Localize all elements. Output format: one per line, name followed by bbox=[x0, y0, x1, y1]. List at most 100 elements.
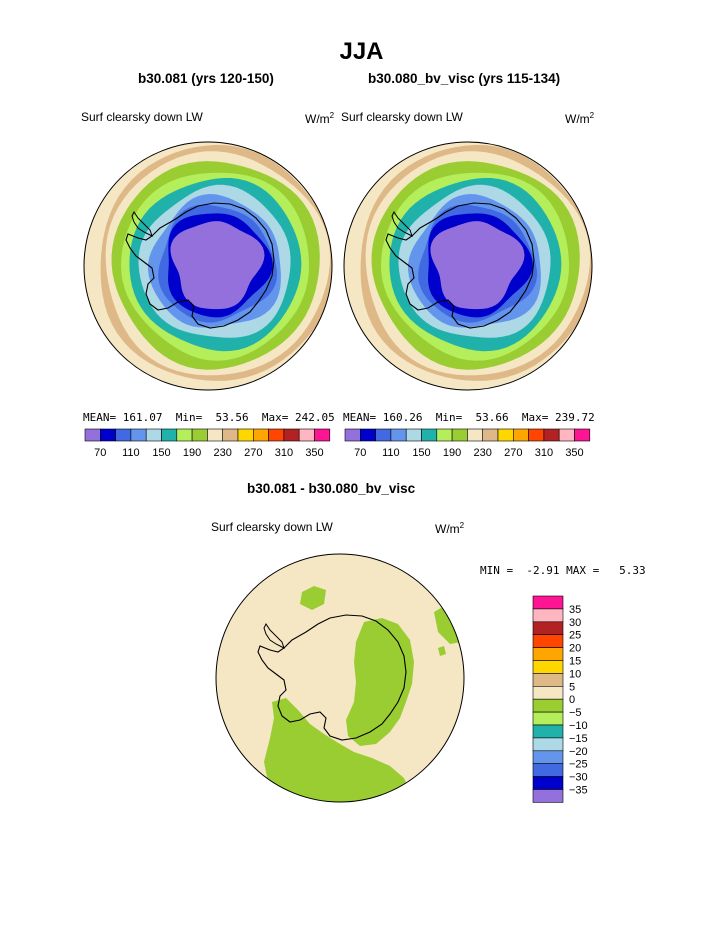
map2-field bbox=[344, 142, 592, 390]
cbar1-swatch bbox=[191, 428, 208, 442]
cbar3-tick-label: −25 bbox=[569, 759, 588, 771]
cbar2-swatch bbox=[528, 428, 545, 442]
map3-positive-region bbox=[264, 698, 410, 802]
cbar3-tick-label: 5 bbox=[569, 681, 575, 693]
polar-map-diff bbox=[215, 553, 465, 803]
panel2-case-title: b30.080_bv_visc (yrs 115-134) bbox=[368, 71, 561, 86]
cbar2-swatch bbox=[467, 428, 484, 442]
cbar1-swatch bbox=[145, 428, 162, 442]
cbar2-tick-label: 110 bbox=[382, 447, 400, 459]
cbar3-swatch bbox=[532, 621, 564, 635]
cbar2-swatch bbox=[360, 428, 376, 442]
cbar3-swatch bbox=[532, 686, 564, 700]
diff-var-label: Surf clearsky down LW bbox=[211, 520, 333, 534]
cbar2-swatch bbox=[482, 428, 499, 442]
cbar2-swatch bbox=[543, 428, 560, 442]
cbar3-swatch bbox=[532, 737, 564, 752]
cbar1-swatch bbox=[283, 428, 300, 442]
panel2-units: W/m2 bbox=[565, 111, 595, 126]
cbar1-swatch bbox=[84, 428, 101, 442]
cbar3-tick-label: 10 bbox=[569, 668, 581, 680]
cbar3-tick-label: −15 bbox=[569, 733, 588, 745]
colorbar-2: 70 110 150 190 230 270 310 350 bbox=[344, 428, 591, 459]
cbar3-tick-label: 30 bbox=[569, 617, 581, 629]
diff-min-label: MIN = bbox=[480, 564, 514, 577]
cbar3-swatch bbox=[532, 673, 564, 687]
cbar2-swatch bbox=[405, 428, 422, 442]
map2-peninsula bbox=[391, 211, 413, 237]
cbar2-tick-label: 270 bbox=[504, 447, 522, 459]
cbar1-tick-label: 190 bbox=[183, 447, 201, 459]
cbar2-tick-label: 310 bbox=[535, 447, 553, 459]
cbar1-tick-label: 70 bbox=[94, 447, 106, 459]
panel1-min-label: Min= bbox=[175, 411, 203, 424]
diff-min-value: -2.91 bbox=[526, 564, 560, 577]
cbar3-swatch bbox=[532, 634, 564, 648]
cbar3-swatch bbox=[532, 595, 564, 610]
map1-map-border bbox=[83, 141, 333, 391]
cbar3-tick-label: 15 bbox=[569, 656, 581, 668]
map1-coastline bbox=[125, 202, 275, 329]
map1-field bbox=[84, 142, 332, 390]
polar-map-2 bbox=[343, 141, 593, 391]
cbar1-swatch bbox=[314, 428, 331, 442]
diff-units: W/m2 bbox=[435, 521, 465, 536]
cbar3-tick-label: 0 bbox=[569, 694, 575, 706]
diff-max-value: 5.33 bbox=[619, 564, 646, 577]
map2-band bbox=[430, 221, 525, 310]
cbar3-tick-label: 25 bbox=[569, 630, 581, 642]
map3-peninsula bbox=[263, 623, 285, 649]
cbar2-tick-label: 350 bbox=[565, 447, 583, 459]
cbar2-tick-label: 190 bbox=[443, 447, 461, 459]
map2-map-border bbox=[343, 141, 593, 391]
cbar1-swatch bbox=[253, 428, 269, 442]
panel2-max-label: Max= bbox=[521, 411, 549, 424]
cbar3-tick-label: 35 bbox=[569, 604, 581, 616]
panel1-var-label: Surf clearsky down LW bbox=[81, 110, 203, 124]
cbar3-swatch bbox=[532, 660, 564, 674]
panel2-max-value: 239.72 bbox=[555, 411, 595, 424]
cbar1-swatch bbox=[298, 428, 315, 442]
cbar1-tick-label: 310 bbox=[275, 447, 293, 459]
map3-positive-region bbox=[300, 586, 326, 610]
cbar2-swatch bbox=[375, 428, 392, 442]
map3-positive-region bbox=[438, 646, 446, 656]
panel1-max-label: Max= bbox=[261, 411, 289, 424]
cbar2-swatch bbox=[558, 428, 575, 442]
cbar2-swatch bbox=[574, 428, 591, 442]
cbar2-swatch bbox=[497, 428, 514, 442]
cbar1-tick-label: 150 bbox=[152, 447, 170, 459]
cbar1-swatch bbox=[237, 428, 254, 442]
map2-coastline bbox=[385, 202, 535, 329]
cbar3-tick-label: −20 bbox=[569, 746, 588, 758]
panel1-stats: MEAN= 161.07 Min= 53.56 Max= 242.05 bbox=[83, 411, 335, 424]
cbar2-swatch bbox=[451, 428, 468, 442]
panel1-case-title: b30.081 (yrs 120-150) bbox=[138, 71, 274, 86]
polar-map-1 bbox=[83, 141, 333, 391]
cbar1-tick-label: 350 bbox=[305, 447, 323, 459]
panel1-max-value: 242.05 bbox=[295, 411, 335, 424]
cbar3-tick-label: −5 bbox=[569, 707, 582, 719]
cbar2-swatch bbox=[436, 428, 453, 442]
map3-positive-region bbox=[346, 618, 414, 746]
diff-case-title: b30.081 - b30.080_bv_visc bbox=[247, 481, 416, 496]
panel1-mean-label: MEAN= bbox=[83, 411, 117, 424]
panel2-mean-label: MEAN= bbox=[343, 411, 377, 424]
cbar2-swatch bbox=[421, 428, 438, 442]
cbar2-swatch bbox=[390, 428, 407, 442]
cbar1-swatch bbox=[176, 428, 193, 442]
cbar3-swatch bbox=[532, 647, 564, 661]
cbar1-swatch bbox=[130, 428, 147, 442]
panel1-mean-value: 161.07 bbox=[122, 411, 163, 424]
cbar2-tick-label: 230 bbox=[474, 447, 492, 459]
cbar1-swatch bbox=[207, 428, 224, 442]
map1-band bbox=[170, 221, 265, 310]
cbar3-tick-label: 20 bbox=[569, 643, 581, 655]
diff-stats: MIN = -2.91 MAX = 5.33 bbox=[480, 564, 646, 577]
panel1-min-value: 53.56 bbox=[215, 411, 249, 424]
cbar3-tick-label: −10 bbox=[569, 720, 588, 732]
cbar3-swatch bbox=[532, 724, 564, 739]
panel2-mean-value: 160.26 bbox=[382, 411, 423, 424]
cbar3-swatch bbox=[532, 789, 564, 803]
